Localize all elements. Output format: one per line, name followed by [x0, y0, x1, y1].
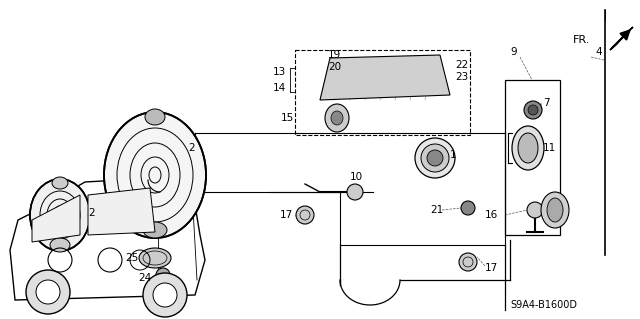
Circle shape — [524, 101, 542, 119]
Ellipse shape — [26, 270, 70, 314]
Ellipse shape — [143, 273, 187, 317]
Ellipse shape — [52, 177, 68, 189]
Ellipse shape — [518, 133, 538, 163]
Text: 14: 14 — [273, 83, 286, 93]
Ellipse shape — [139, 248, 171, 268]
Circle shape — [461, 201, 475, 215]
Ellipse shape — [527, 202, 543, 218]
Circle shape — [296, 206, 314, 224]
Polygon shape — [610, 27, 633, 50]
Ellipse shape — [331, 111, 343, 125]
Ellipse shape — [512, 126, 544, 170]
Ellipse shape — [104, 112, 206, 238]
Text: 25: 25 — [125, 253, 138, 263]
Text: 24: 24 — [138, 273, 151, 283]
Polygon shape — [10, 178, 205, 300]
Text: 22: 22 — [455, 60, 468, 70]
FancyBboxPatch shape — [295, 50, 470, 135]
Text: 17: 17 — [485, 263, 499, 273]
Ellipse shape — [36, 280, 60, 304]
Text: 23: 23 — [455, 72, 468, 82]
Text: 20: 20 — [328, 62, 341, 72]
Ellipse shape — [145, 109, 165, 125]
Text: 19: 19 — [328, 50, 341, 60]
Ellipse shape — [547, 198, 563, 222]
Text: 2: 2 — [188, 143, 195, 153]
Text: 16: 16 — [485, 210, 499, 220]
Ellipse shape — [325, 104, 349, 132]
Ellipse shape — [30, 179, 90, 251]
Text: 21: 21 — [430, 205, 444, 215]
Circle shape — [421, 144, 449, 172]
Ellipse shape — [50, 238, 70, 252]
Polygon shape — [88, 188, 155, 235]
Text: 13: 13 — [273, 67, 286, 77]
Text: 4: 4 — [595, 47, 602, 57]
Text: 7: 7 — [543, 98, 550, 108]
Text: 10: 10 — [350, 172, 363, 182]
Circle shape — [528, 105, 538, 115]
Polygon shape — [32, 195, 80, 242]
Circle shape — [156, 268, 170, 282]
Ellipse shape — [143, 222, 167, 238]
Text: S9A4-B1600D: S9A4-B1600D — [510, 300, 577, 310]
Ellipse shape — [347, 184, 363, 200]
Text: 9: 9 — [510, 47, 516, 57]
Polygon shape — [320, 55, 450, 100]
Text: 17: 17 — [280, 210, 293, 220]
Text: FR.: FR. — [573, 35, 590, 45]
Circle shape — [427, 150, 443, 166]
Text: 1: 1 — [450, 150, 456, 160]
Text: 2: 2 — [88, 208, 95, 218]
Ellipse shape — [541, 192, 569, 228]
Circle shape — [459, 253, 477, 271]
Text: 15: 15 — [281, 113, 294, 123]
Circle shape — [415, 138, 455, 178]
FancyBboxPatch shape — [505, 80, 560, 235]
Ellipse shape — [153, 283, 177, 307]
Text: 11: 11 — [543, 143, 556, 153]
